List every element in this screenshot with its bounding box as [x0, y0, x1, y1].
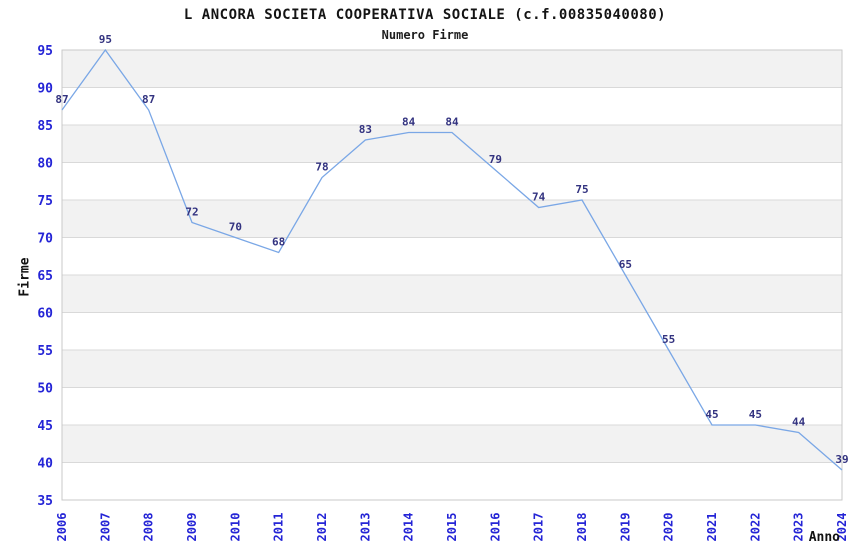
x-tick-label: 2018	[575, 513, 589, 542]
y-tick-label: 65	[37, 269, 53, 284]
point-label: 55	[662, 333, 675, 346]
data-line	[61, 48, 843, 471]
x-tick-label: 2006	[55, 513, 69, 542]
point-label: 39	[835, 453, 848, 466]
y-tick-label: 70	[37, 232, 53, 247]
x-tick-label: 2019	[618, 513, 632, 542]
plot-band	[62, 125, 842, 163]
y-axis-label: Firme	[17, 257, 33, 297]
y-tick-label: 90	[37, 82, 53, 97]
point-label: 83	[359, 123, 372, 136]
x-tick-label: 2023	[792, 513, 806, 542]
x-tick-label: 2012	[315, 513, 329, 542]
x-tick-label: 2016	[488, 513, 502, 542]
x-tick-label: 2021	[705, 513, 719, 542]
x-tick-label: 2008	[142, 513, 156, 542]
point-label: 72	[185, 206, 198, 219]
plot-band	[62, 275, 842, 313]
plot-band	[62, 200, 842, 238]
y-tick-label: 45	[37, 419, 53, 434]
point-label: 74	[532, 191, 546, 204]
y-tick-label: 80	[37, 157, 53, 172]
y-tick-label: 95	[37, 44, 53, 59]
point-label: 44	[792, 416, 806, 429]
y-tick-label: 40	[37, 457, 53, 472]
y-tick-label: 50	[37, 382, 53, 397]
plot-border	[61, 49, 843, 501]
point-label: 84	[445, 116, 459, 129]
y-tick-label: 75	[37, 194, 53, 209]
point-label: 78	[315, 161, 328, 174]
plot-band	[62, 462, 842, 500]
plot-band	[62, 237, 842, 275]
x-tick-label: 2020	[662, 513, 676, 542]
plot-band	[62, 387, 842, 425]
point-label: 45	[749, 408, 762, 421]
point-label: 87	[142, 93, 155, 106]
x-axis-label: Anno	[808, 530, 840, 545]
point-label: 68	[272, 236, 285, 249]
point-label: 79	[489, 153, 502, 166]
x-tick-label: 2017	[532, 513, 546, 542]
point-label: 45	[705, 408, 718, 421]
point-label: 95	[99, 33, 112, 46]
point-label: 70	[229, 221, 242, 234]
chart-title: L ANCORA SOCIETA COOPERATIVA SOCIALE (c.…	[183, 7, 667, 23]
plot-band	[62, 425, 842, 463]
y-tick-label: 85	[37, 119, 53, 134]
x-tick-label: 2007	[98, 513, 112, 542]
x-tick-label: 2009	[185, 513, 199, 542]
x-tick-label: 2015	[445, 513, 459, 542]
x-tick-label: 2011	[272, 513, 286, 542]
plot-band	[62, 87, 842, 125]
y-tick-label: 55	[37, 344, 53, 359]
x-tick-label: 2022	[748, 513, 762, 542]
plot-band	[62, 312, 842, 350]
point-label: 65	[619, 258, 632, 271]
x-tick-label: 2014	[402, 513, 416, 542]
point-label: 84	[402, 116, 416, 129]
point-label: 87	[55, 93, 68, 106]
plot-band	[62, 50, 842, 88]
point-label: 75	[575, 183, 588, 196]
plot-band	[62, 162, 842, 200]
y-tick-label: 60	[37, 307, 53, 322]
y-tick-label: 35	[37, 494, 53, 509]
x-tick-label: 2013	[358, 513, 372, 542]
chart-subtitle: Numero Firme	[381, 28, 469, 42]
plot-band	[62, 350, 842, 388]
x-tick-label: 2024	[835, 513, 849, 542]
x-tick-label: 2010	[228, 513, 242, 542]
